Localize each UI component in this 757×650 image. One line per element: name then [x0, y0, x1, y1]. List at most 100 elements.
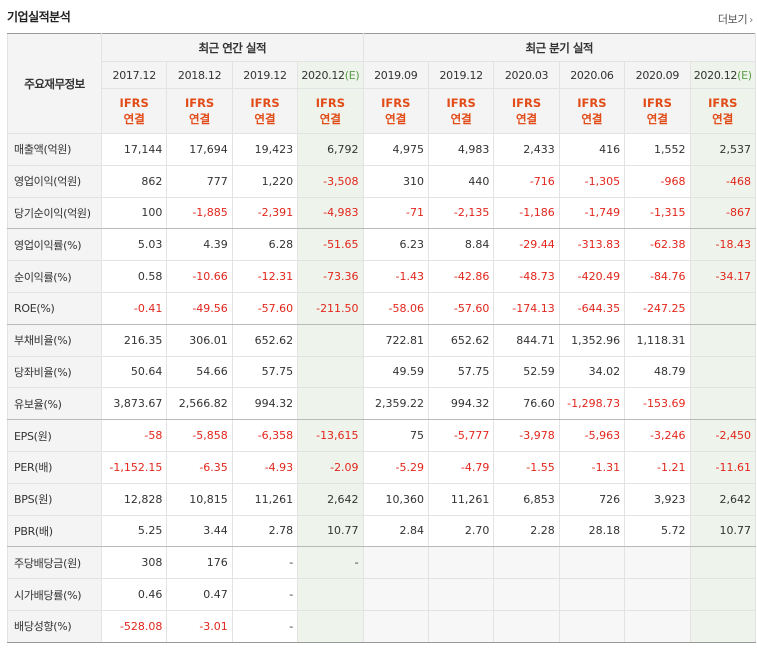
period-header: 2020.12(E) [297, 61, 364, 89]
table-cell: -57.60 [231, 291, 299, 325]
table-cell: -867 [689, 196, 756, 230]
table-cell: 5.25 [100, 514, 168, 548]
estimate-mark: (E) [737, 68, 752, 82]
more-link[interactable]: 더보기 › [718, 11, 753, 27]
table-cell [427, 546, 495, 580]
table-cell: -2,450 [689, 419, 756, 452]
table-cell: 2.70 [427, 514, 495, 548]
table-cell: -5,963 [558, 419, 626, 452]
table-cell: 440 [427, 164, 495, 198]
table-cell: 3,923 [624, 482, 691, 516]
table-cell [297, 609, 364, 643]
table-cell: -153.69 [624, 387, 691, 421]
table-cell: -1,186 [493, 196, 560, 230]
table-cell [558, 578, 626, 611]
table-cell: 308 [100, 546, 168, 580]
table-cell: 306.01 [166, 323, 233, 357]
table-row: ROE(%) -0.41 -49.56 -57.60 -211.50 -58.06 -57.… [7, 291, 756, 325]
row-label: 유보율(%) [7, 387, 102, 421]
table-cell: 216.35 [100, 323, 168, 357]
more-link-label: 더보기 [717, 13, 748, 26]
table-cell: 3.44 [166, 514, 233, 548]
table-cell: -420.49 [558, 260, 626, 293]
table-cell: -2,391 [231, 196, 299, 230]
row-label: 당좌비율(%) [7, 355, 102, 389]
table-cell: -84.76 [624, 260, 691, 293]
table-cell [427, 609, 495, 643]
ifrs-label: IFRS [184, 96, 215, 110]
table-cell [427, 578, 495, 611]
table-row: PBR(배) 5.25 3.44 2.78 10.77 2.84 2.70 2.28 28.18… [7, 514, 756, 548]
table-cell: 2,566.82 [166, 387, 233, 421]
section-title: 기업실적분석 [7, 10, 71, 24]
table-cell: - [231, 546, 299, 580]
table-cell [689, 546, 756, 580]
table-row: 배당성향(%) -528.08 -3.01- [7, 609, 756, 643]
consolidated-label: 연결 [254, 112, 276, 126]
table-cell [689, 355, 756, 389]
table-cell: 34.02 [558, 355, 626, 389]
table-cell: -1.55 [493, 450, 560, 484]
table-cell: -0.41 [100, 291, 168, 325]
table-cell: -1,749 [558, 196, 626, 230]
consolidated-label: 연결 [712, 112, 734, 126]
consolidated-label: 연결 [385, 112, 407, 126]
table-cell: -71 [362, 196, 429, 230]
table-cell: 5.03 [100, 228, 168, 262]
table-cell: 3,873.67 [100, 387, 168, 421]
table-cell: -468 [689, 164, 756, 198]
table-cell [624, 546, 691, 580]
table-row: 영업이익률(%) 5.03 4.39 6.28 -51.65 6.23 8.84 -29.44… [7, 228, 756, 262]
table-cell: 6,792 [297, 133, 364, 166]
period-header: 2020.03 [493, 61, 560, 89]
table-cell: 100 [100, 196, 168, 230]
table-cell: 10.77 [297, 514, 364, 548]
period-header: 2020.12(E) [689, 61, 756, 89]
table-cell [689, 323, 756, 357]
table-cell: -1,298.73 [558, 387, 626, 421]
table-cell: -1,315 [624, 196, 691, 230]
table-cell: -58 [100, 419, 168, 452]
table-cell: -51.65 [297, 228, 364, 262]
table-cell: -12.31 [231, 260, 299, 293]
table-row: 시가배당률(%) 0.46 0.47- [7, 578, 756, 611]
table-cell: 2,359.22 [362, 387, 429, 421]
accounting-basis: IFRS 연결 [624, 88, 691, 134]
table-cell: 994.32 [427, 387, 495, 421]
table-cell: -313.83 [558, 228, 626, 262]
row-label: BPS(원) [7, 482, 102, 516]
table-row: 부채비율(%) 216.35 306.01 652.62 722.81 652.62 844… [7, 323, 756, 357]
table-row: 주당배당금(원) 308 176- - [7, 546, 756, 580]
table-cell: -211.50 [297, 291, 364, 325]
table-cell: 6.28 [231, 228, 299, 262]
table-row: 매출액(억원) 17,144 17,694 19,423 6,792 4,975 4,983… [7, 133, 756, 166]
table-cell [493, 546, 560, 580]
table-cell: -1.43 [362, 260, 429, 293]
table-cell: -29.44 [493, 228, 560, 262]
row-label: EPS(원) [7, 419, 102, 452]
row-label: 주당배당금(원) [7, 546, 102, 580]
table-cell [624, 578, 691, 611]
table-cell: 176 [166, 546, 233, 580]
table-cell: 416 [558, 133, 626, 166]
consolidated-label: 연결 [319, 112, 341, 126]
table-cell: 17,694 [166, 133, 233, 166]
table-row: 당좌비율(%) 50.64 54.66 57.75 49.59 57.75 52.59 34.… [7, 355, 756, 389]
accounting-basis: IFRS 연결 [427, 88, 495, 134]
ifrs-label: IFRS [577, 96, 607, 110]
table-cell [297, 578, 364, 611]
table-cell: 28.18 [558, 514, 626, 548]
table-cell [297, 323, 364, 357]
table-cell: 0.58 [100, 260, 168, 293]
consolidated-label: 연결 [581, 112, 603, 126]
table-cell [362, 578, 429, 611]
group-annual-header: 최근 연간 실적 [101, 33, 364, 62]
table-cell: -3.01 [166, 609, 233, 643]
consolidated-label: 연결 [646, 112, 668, 126]
table-cell: 2.84 [362, 514, 429, 548]
row-label: 당기순이익(억원) [7, 196, 102, 230]
table-cell: 652.62 [427, 323, 495, 357]
table-cell [624, 609, 691, 643]
table-cell: -528.08 [100, 609, 168, 643]
table-cell: 49.59 [362, 355, 429, 389]
